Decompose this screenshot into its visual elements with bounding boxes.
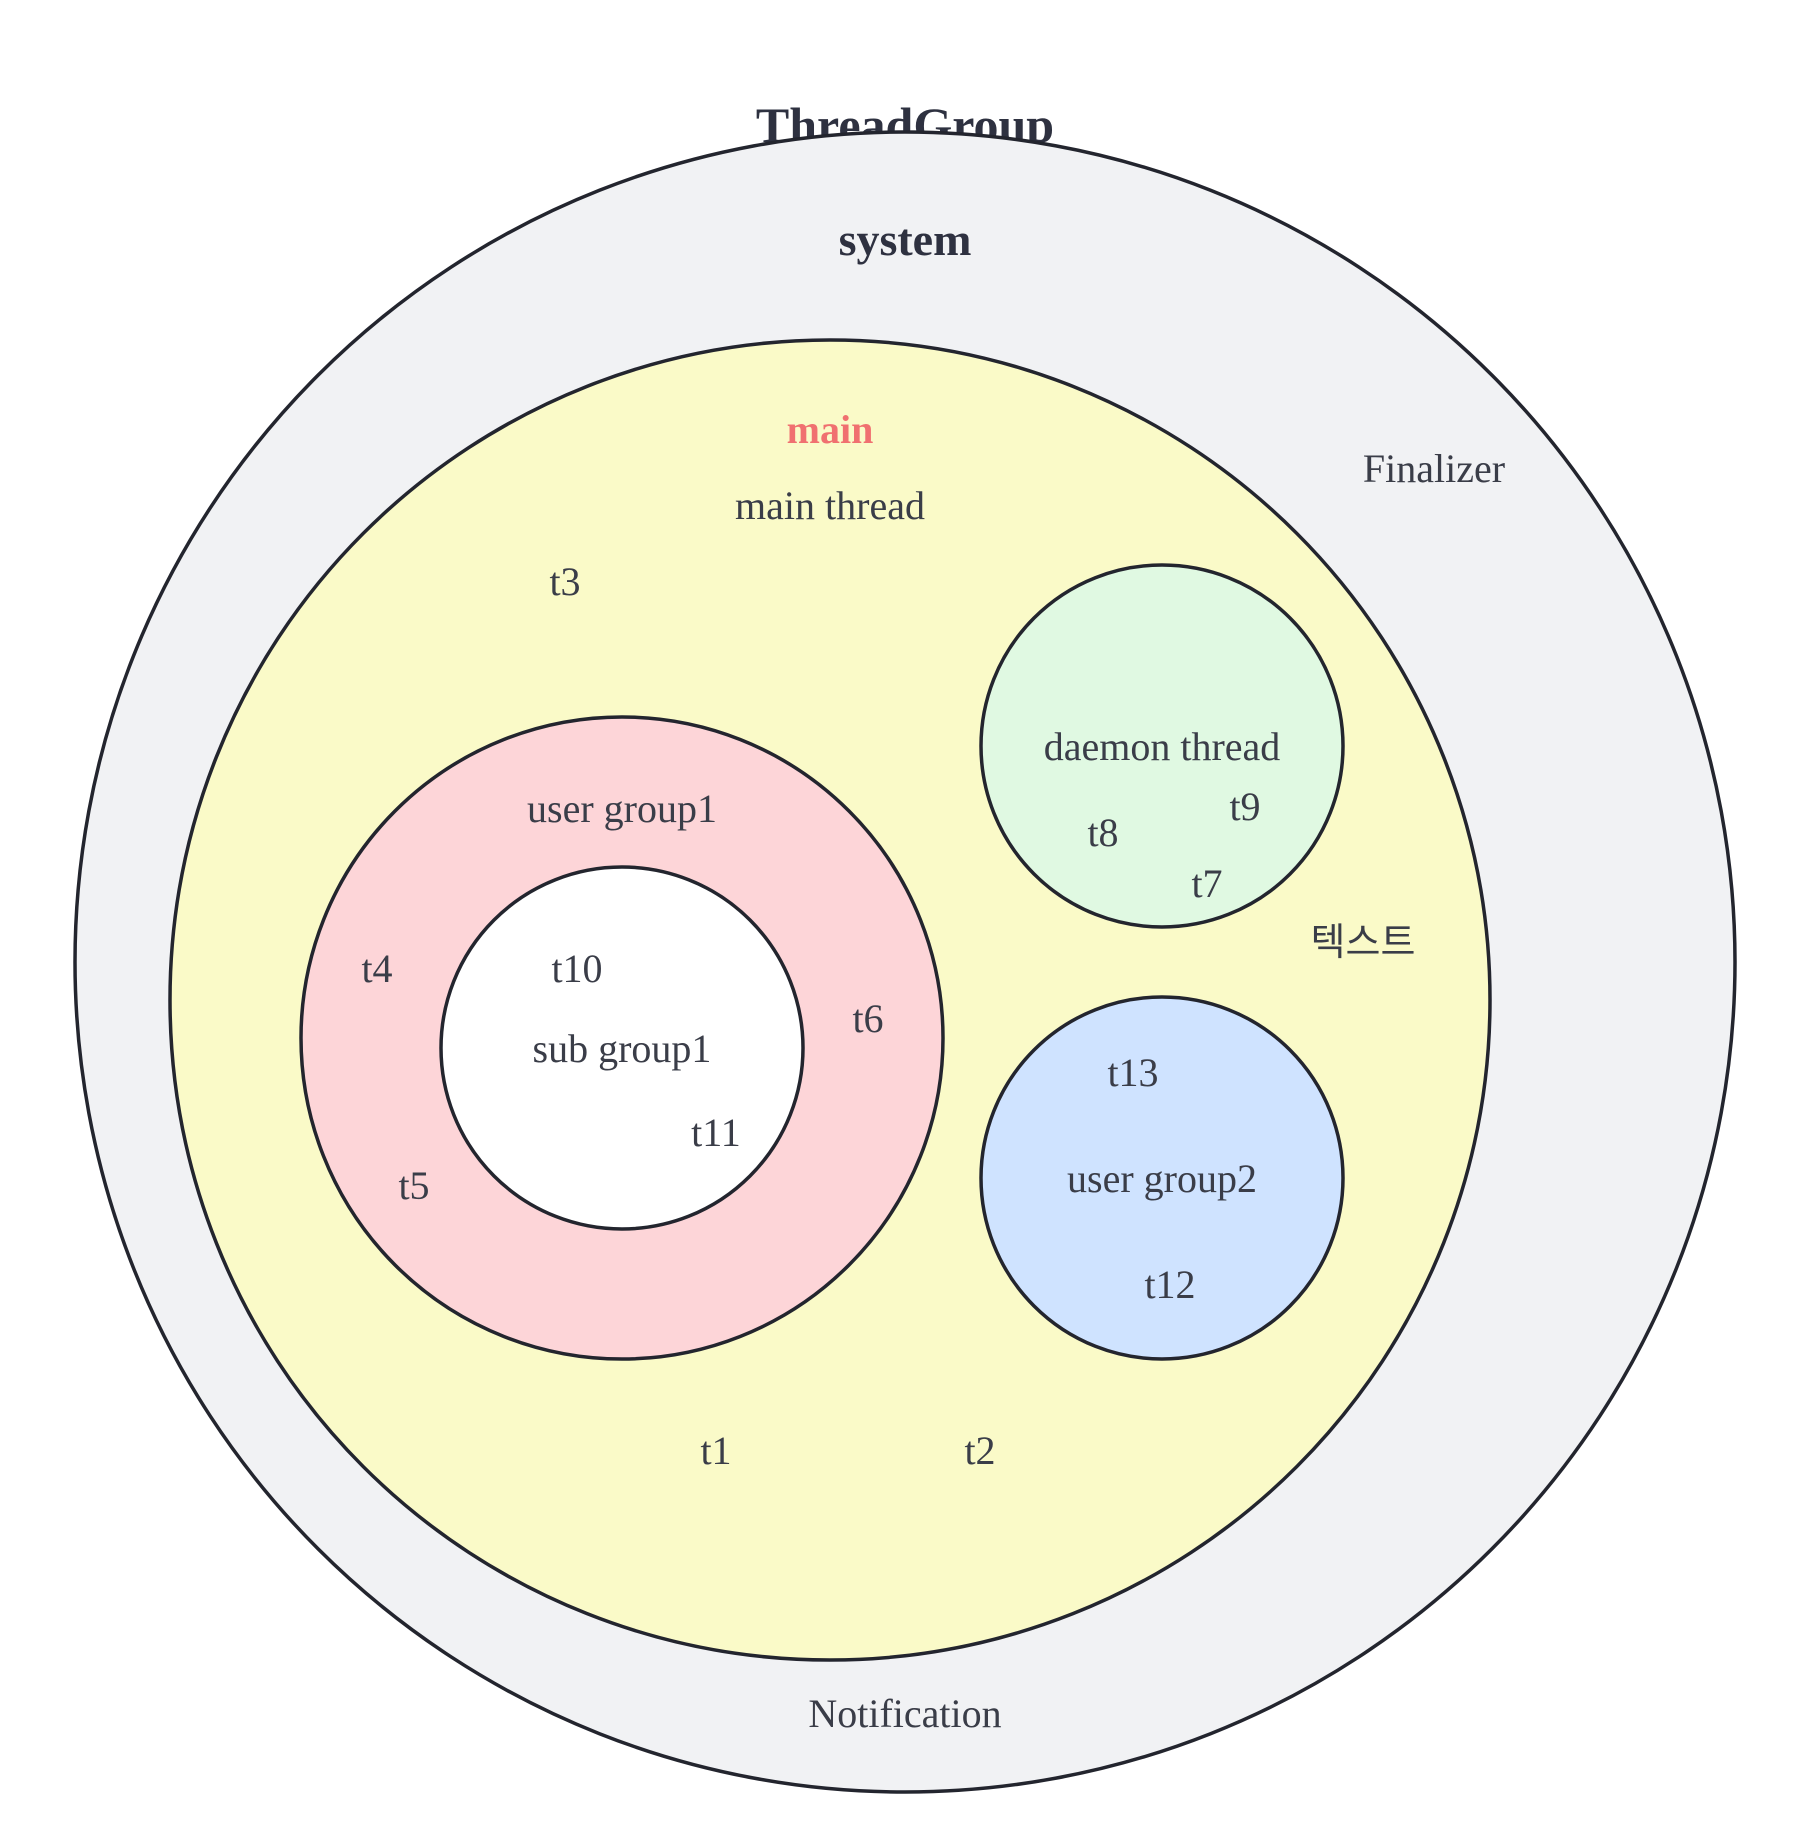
thread-t8-label: t8 xyxy=(1087,810,1118,855)
user-group1-label: user group1 xyxy=(527,786,717,831)
thread-t1-label: t1 xyxy=(700,1428,731,1473)
user-group2-label: user group2 xyxy=(1067,1156,1257,1201)
thread-t5-label: t5 xyxy=(398,1163,429,1208)
daemon-group-label: daemon thread xyxy=(1044,724,1281,769)
thread-t12-label: t12 xyxy=(1144,1262,1195,1307)
main-group-label: main xyxy=(787,407,874,452)
finalizer-thread-label: Finalizer xyxy=(1363,446,1505,491)
thread-t3-label: t3 xyxy=(549,559,580,604)
thread-t9-label: t9 xyxy=(1229,784,1260,829)
notification-thread-label: Notification xyxy=(808,1691,1001,1736)
system-group-label: system xyxy=(839,214,972,265)
korean-text-label: 텍스트 xyxy=(1311,920,1416,964)
thread-t6-label: t6 xyxy=(852,996,883,1041)
thread-t10-label: t10 xyxy=(551,946,602,991)
thread-t13-label: t13 xyxy=(1107,1050,1158,1095)
thread-t2-label: t2 xyxy=(964,1428,995,1473)
main-thread-label: main thread xyxy=(735,483,925,528)
user-group2-circle xyxy=(979,995,1345,1361)
thread-t7-label: t7 xyxy=(1191,861,1222,906)
thread-t11-label: t11 xyxy=(691,1110,741,1155)
thread-t4-label: t4 xyxy=(361,946,392,991)
sub-group1-circle xyxy=(439,865,805,1231)
daemon-group-circle xyxy=(979,563,1345,929)
sub-group1-label: sub group1 xyxy=(533,1026,712,1071)
